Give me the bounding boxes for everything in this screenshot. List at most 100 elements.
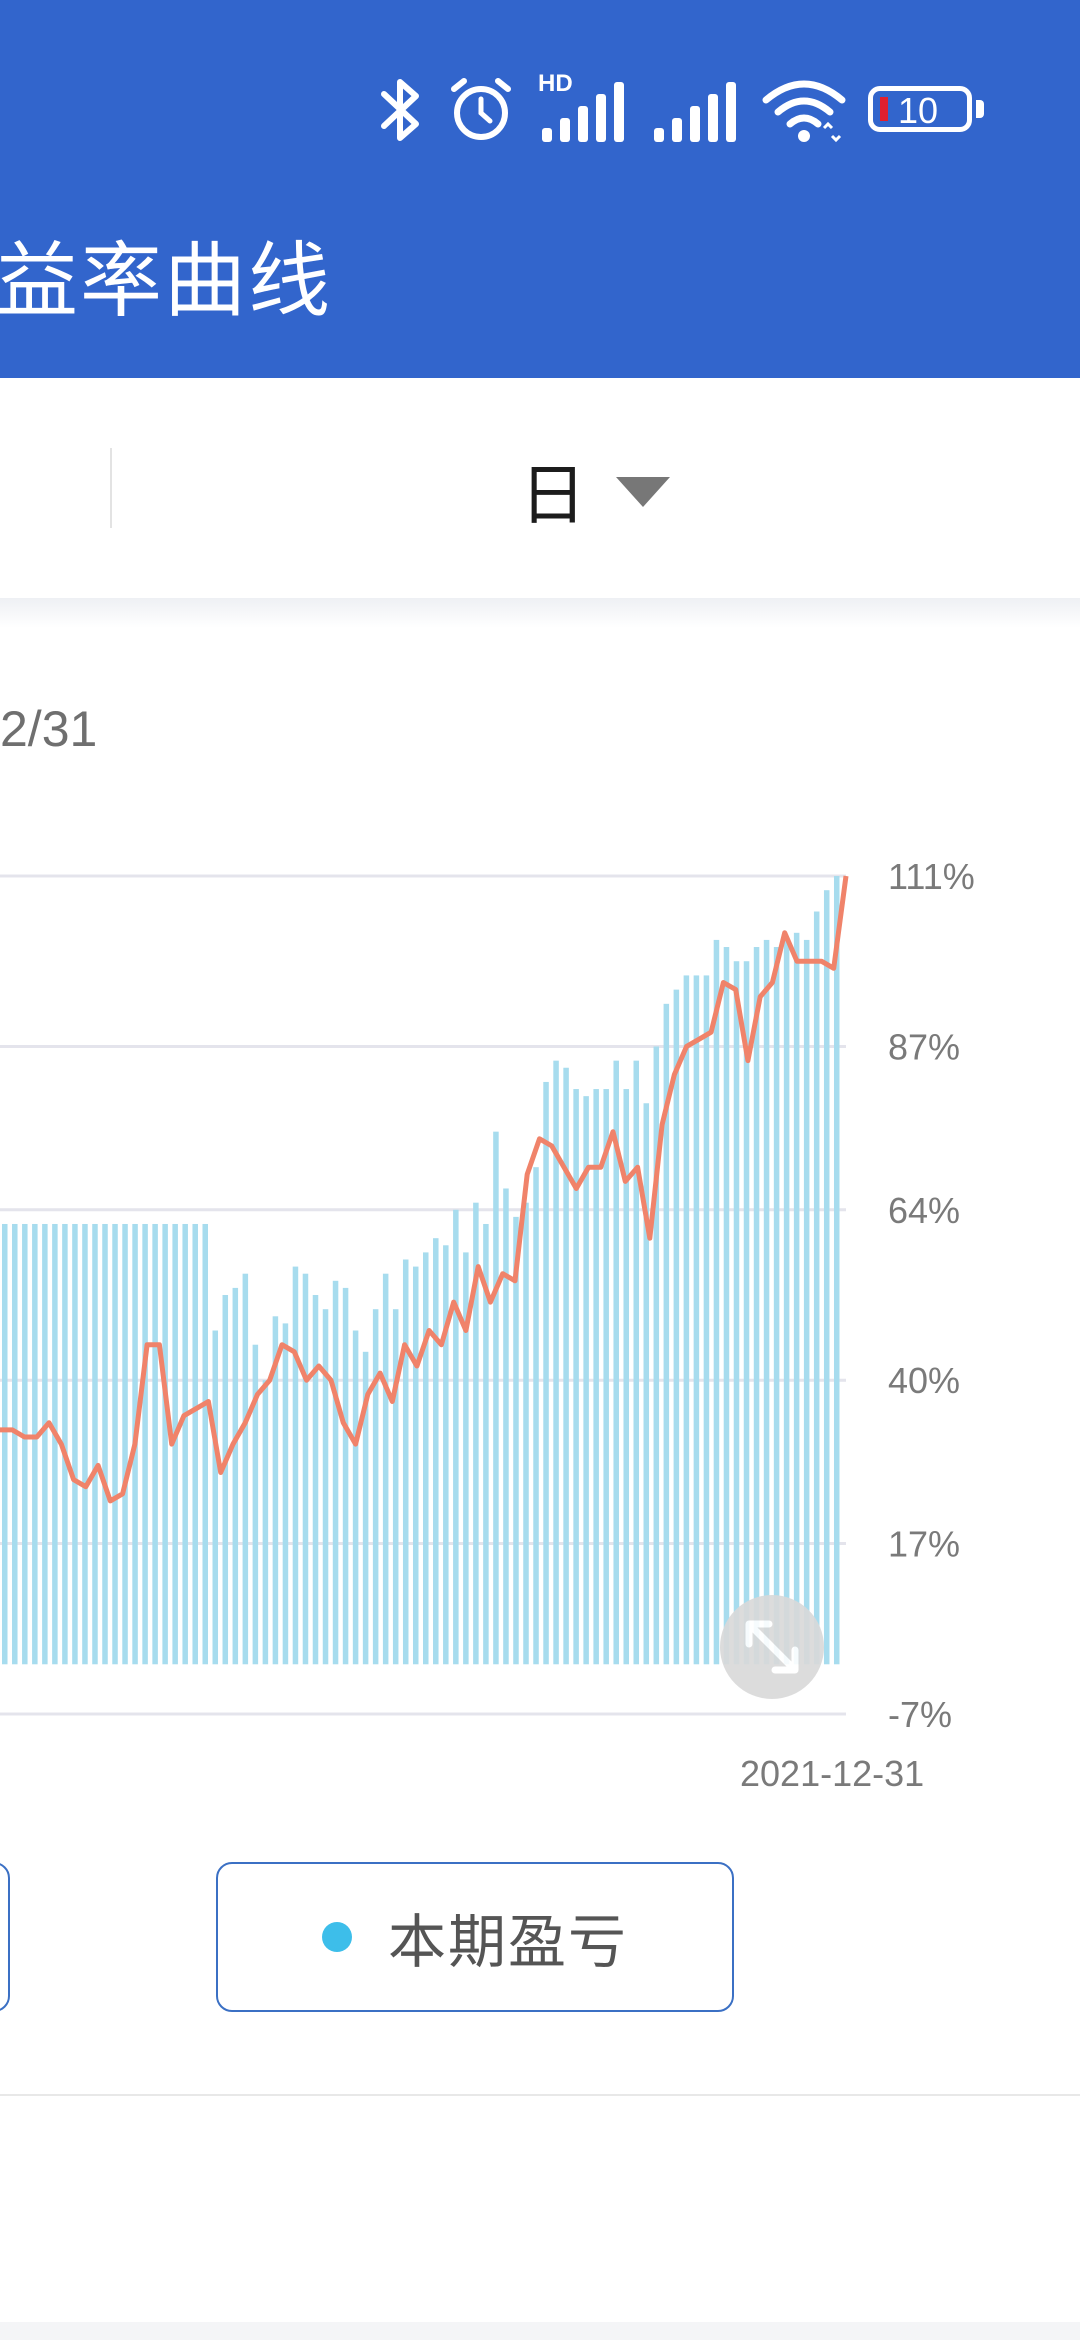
- bar: [372, 1309, 379, 1665]
- bar: [242, 1273, 249, 1665]
- page-title: 益率曲线: [0, 236, 333, 327]
- bar: [2, 1223, 8, 1665]
- returns-chart[interactable]: 111% 87% 64% 40% 17% -7% 2021-12-31: [0, 840, 1080, 1820]
- bar: [292, 1266, 299, 1665]
- bar: [453, 1209, 459, 1665]
- bar: [352, 1330, 359, 1665]
- hd-signal-icon: HD: [538, 70, 630, 146]
- bar: [683, 975, 690, 1665]
- bar: [272, 1316, 279, 1665]
- bar: [753, 947, 760, 1665]
- bar: [503, 1188, 509, 1665]
- bar: [803, 939, 810, 1665]
- bar: [172, 1223, 178, 1665]
- bar: [222, 1295, 229, 1665]
- bar: [92, 1223, 98, 1665]
- bar: [423, 1252, 429, 1665]
- bar: [12, 1223, 18, 1665]
- bar: [192, 1223, 198, 1665]
- bar: [212, 1330, 219, 1665]
- bar: [513, 1216, 519, 1665]
- app-header: HD 10: [0, 0, 1080, 378]
- battery-level: 10: [898, 90, 939, 131]
- bar: [823, 890, 830, 1665]
- bar: [162, 1223, 168, 1665]
- period-dropdown[interactable]: 日: [520, 445, 670, 535]
- wifi-icon: [762, 80, 846, 143]
- y-tick-label: 40%: [888, 1360, 960, 1401]
- expand-chart-button[interactable]: [720, 1595, 824, 1699]
- hd-label: HD: [538, 70, 573, 97]
- signal-icon: [654, 82, 736, 142]
- bar: [633, 1060, 640, 1665]
- bar: [473, 1202, 479, 1665]
- bar: [42, 1223, 48, 1665]
- bar: [523, 1202, 529, 1665]
- bar: [643, 1103, 650, 1665]
- bar: [142, 1223, 148, 1665]
- legend-button-profit-loss[interactable]: 本期盈亏: [216, 1862, 734, 2012]
- bar: [493, 1131, 499, 1665]
- bar: [22, 1223, 28, 1665]
- bar: [342, 1287, 349, 1665]
- y-tick-label: 111%: [888, 856, 975, 897]
- bar: [723, 947, 730, 1665]
- bar: [362, 1351, 369, 1665]
- bluetooth-icon: [381, 79, 419, 141]
- bar: [412, 1266, 419, 1665]
- bar: [52, 1223, 58, 1665]
- date-range-label: 2/31: [0, 701, 98, 757]
- bar: [533, 1167, 539, 1665]
- bar: [773, 947, 780, 1665]
- bar: [312, 1295, 319, 1665]
- bar: [182, 1223, 188, 1665]
- bar: [433, 1238, 439, 1665]
- bar: [152, 1223, 158, 1665]
- y-tick-label: 64%: [888, 1190, 960, 1231]
- bar: [733, 961, 740, 1665]
- bar: [703, 975, 710, 1665]
- bar: [553, 1060, 559, 1665]
- bar: [483, 1223, 489, 1665]
- bar: [402, 1259, 409, 1665]
- bar: [282, 1323, 289, 1665]
- bar: [783, 939, 790, 1665]
- bar: [252, 1344, 259, 1665]
- bar: [332, 1280, 339, 1665]
- expand-arrows-icon: [745, 1620, 799, 1674]
- bar: [463, 1252, 469, 1665]
- legend-button-partial[interactable]: [0, 1862, 10, 2012]
- bar: [763, 939, 770, 1665]
- bar: [82, 1223, 88, 1665]
- bar: [693, 975, 700, 1665]
- bar: [563, 1067, 569, 1665]
- bottom-band: [0, 2322, 1080, 2340]
- bar: [653, 1046, 660, 1665]
- bar: [743, 961, 750, 1665]
- y-tick-label: 17%: [888, 1524, 960, 1565]
- bar: [32, 1223, 38, 1665]
- bar: [583, 1096, 589, 1665]
- bar: [813, 911, 820, 1665]
- bar: [543, 1081, 549, 1665]
- bar: [713, 939, 720, 1665]
- bar: [573, 1089, 579, 1665]
- y-tick-label: 87%: [888, 1026, 960, 1067]
- bar: [322, 1309, 329, 1665]
- filter-separator: [110, 448, 112, 528]
- legend-label: 本期盈亏: [387, 1910, 628, 1975]
- status-bar: HD 10: [378, 70, 988, 150]
- bar: [122, 1223, 128, 1665]
- bar: [392, 1309, 399, 1665]
- x-end-label: 2021-12-31: [740, 1753, 924, 1794]
- period-value: 日: [520, 458, 586, 532]
- bar: [202, 1223, 208, 1665]
- chevron-down-icon: [616, 477, 670, 507]
- bar: [262, 1380, 269, 1665]
- section-divider: [0, 2094, 1080, 2096]
- bar: [72, 1223, 78, 1665]
- alarm-icon: [451, 78, 511, 140]
- legend-dot: [321, 1922, 352, 1952]
- filter-bar: [0, 378, 1080, 598]
- bar: [833, 876, 840, 1665]
